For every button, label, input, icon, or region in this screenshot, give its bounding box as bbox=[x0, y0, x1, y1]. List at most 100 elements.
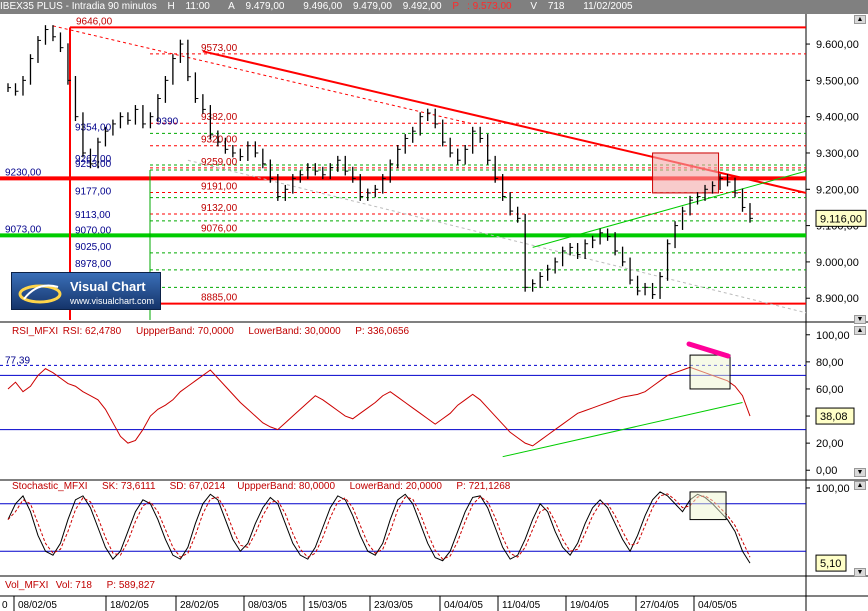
y-tick-label: 9.500,00 bbox=[816, 75, 859, 87]
y-tick-label: 9.300,00 bbox=[816, 148, 859, 160]
price-scroll-down[interactable]: ▼ bbox=[854, 315, 866, 324]
date-value: 11/02/2005 bbox=[583, 1, 633, 12]
date-label: 08/03/05 bbox=[248, 600, 287, 611]
level-label: 9070,00 bbox=[75, 225, 112, 236]
rsi-header-text: LowerBand: 30,0000 bbox=[248, 326, 341, 337]
rsi-scroll-down[interactable]: ▼ bbox=[854, 468, 866, 477]
stochastic-panel: Stochastic_MFXI SK: 73,6111 SD: 67,0214 Upp… bbox=[0, 481, 850, 572]
level-label: 9253,00 bbox=[75, 159, 112, 170]
date-label: 04/05/05 bbox=[698, 600, 737, 611]
level-label: 9267,00 bbox=[75, 154, 112, 165]
chart-background bbox=[0, 14, 868, 611]
volume-header-text: P: 589,827 bbox=[107, 580, 156, 591]
logo-url: www.visualchart.com bbox=[70, 296, 155, 306]
annotation-mark bbox=[686, 341, 731, 359]
y-tick-label: 9.600,00 bbox=[816, 39, 859, 51]
date-axis: 0 08/02/05 18/02/05 28/02/05 08/03/05 15/03/0… bbox=[2, 596, 737, 611]
rsi-header-text: RSI_MFXI bbox=[12, 326, 58, 337]
rsi-panel: RSI_MFXI RSI: 62,4780 UppperBand: 70,0000 L… bbox=[0, 326, 855, 477]
rsi-scroll-up[interactable]: ▲ bbox=[854, 326, 866, 335]
date-label: 19/04/05 bbox=[570, 600, 609, 611]
stoch-sk-line bbox=[7, 491, 751, 564]
stoch-current-value: 5,10 bbox=[820, 558, 841, 570]
stochastic-header-text: Stochastic_MFXI bbox=[12, 481, 88, 492]
stochastic-header-text: UppperBand: 80,0000 bbox=[237, 481, 335, 492]
low-value: 9.479,00 bbox=[352, 1, 392, 12]
date-label: 11/04/05 bbox=[502, 600, 541, 611]
y-tick-label: 9.000,00 bbox=[816, 257, 859, 269]
volume-value: 718 bbox=[547, 1, 565, 12]
volume-panel: Vol_MFXI Vol: 718 P: 589,827 bbox=[5, 580, 155, 591]
y-tick-label: 9.200,00 bbox=[816, 184, 859, 196]
grey-dashed-trendline bbox=[187, 159, 807, 314]
date-label: 18/02/05 bbox=[110, 600, 149, 611]
title-bar: IBEX35 PLUS - Intradia 90 minutos H 11:0… bbox=[0, 0, 868, 14]
level-label: 9259,00 bbox=[201, 157, 238, 168]
stoch-scroll-up[interactable]: ▲ bbox=[854, 481, 866, 490]
stochastic-header-text: SD: 67,0214 bbox=[170, 481, 226, 492]
stochastic-header-text: SK: 73,6111 bbox=[102, 481, 156, 492]
price-panel: 9.600,00 9.500,00 9.400,00 9.300,00 9.200,00… bbox=[0, 14, 868, 611]
rsi-current-box bbox=[815, 407, 855, 425]
y-tick-label: 60,00 bbox=[816, 384, 844, 396]
level-label: 9191,00 bbox=[201, 182, 238, 193]
level-label: 9390 bbox=[156, 116, 179, 127]
rsi-header-text: P: 336,0656 bbox=[355, 326, 409, 337]
logo-name: Visual Chart bbox=[70, 279, 146, 294]
high-value: 9.496,00 bbox=[303, 1, 343, 12]
time-value: 11:00 bbox=[185, 1, 210, 12]
rsi-marker-label: 77,39 bbox=[5, 355, 30, 366]
y-tick-label: 20,00 bbox=[816, 438, 844, 450]
y-tick-label: 9.400,00 bbox=[816, 112, 859, 124]
stochastic-header-text: P: 721,1268 bbox=[456, 481, 510, 492]
level-label: 9646,00 bbox=[76, 16, 113, 27]
volume-header-text: Vol_MFXI bbox=[5, 580, 48, 591]
level-label: 9113,00 bbox=[75, 210, 111, 221]
date-label: 15/03/05 bbox=[308, 600, 347, 611]
green-trendline bbox=[532, 170, 807, 248]
rsi-line bbox=[7, 366, 751, 447]
y-tick-label: 8.900,00 bbox=[816, 293, 859, 305]
current-value: 9.116,00 bbox=[820, 213, 862, 225]
chart-area: 9.600,00 9.500,00 9.400,00 9.300,00 9.200,00… bbox=[0, 14, 868, 611]
rsi-highlight-box bbox=[689, 354, 731, 390]
y-tick-label: 100,00 bbox=[816, 483, 850, 495]
stochastic-header-text: LowerBand: 20,0000 bbox=[350, 481, 443, 492]
visual-chart-logo: Visual Chart www.visualchart.com bbox=[11, 272, 161, 310]
close-value: 9.492,00 bbox=[402, 1, 442, 12]
logo-swoosh-icon bbox=[18, 284, 62, 304]
level-label: 9354,00 bbox=[75, 122, 112, 133]
stoch-current-box bbox=[815, 554, 847, 572]
volume-header-text: Vol: 718 bbox=[56, 580, 93, 591]
level-label: 9073,00 bbox=[5, 224, 42, 235]
level-label: 9320,00 bbox=[201, 135, 238, 146]
level-label: 9177,00 bbox=[75, 187, 112, 198]
price-scroll-up[interactable]: ▲ bbox=[854, 15, 866, 24]
date-label: 04/04/05 bbox=[444, 600, 483, 611]
rsi-header-text: UppperBand: 70,0000 bbox=[136, 326, 234, 337]
highlight-box bbox=[652, 152, 720, 194]
symbol-label: IBEX35 PLUS - Intradia 90 minutos bbox=[0, 1, 157, 12]
date-label: 23/03/05 bbox=[374, 600, 413, 611]
open-value: 9.479,00 bbox=[245, 1, 285, 12]
date-label: 27/04/05 bbox=[640, 600, 679, 611]
current-value-box bbox=[815, 209, 867, 227]
date-label: 28/02/05 bbox=[180, 600, 219, 611]
level-label: 9573,00 bbox=[201, 43, 238, 54]
stoch-scroll-down[interactable]: ▼ bbox=[854, 568, 866, 577]
stoch-highlight-box bbox=[689, 491, 727, 521]
level-label: 8885,00 bbox=[201, 293, 238, 304]
rsi-trendline bbox=[502, 402, 743, 458]
y-tick-label: 80,00 bbox=[816, 357, 844, 369]
level-label: 9132,00 bbox=[201, 203, 238, 214]
level-label: 9230,00 bbox=[5, 167, 42, 178]
rsi-header-text: RSI: 62,4780 bbox=[63, 326, 122, 337]
date-label: 08/02/05 bbox=[18, 600, 57, 611]
stoch-sd-line bbox=[7, 493, 751, 560]
y-tick-label: 0,00 bbox=[816, 465, 837, 477]
y-tick-label: 100,00 bbox=[816, 330, 850, 342]
level-label: 9076,00 bbox=[201, 223, 238, 234]
level-label: 9382,00 bbox=[201, 112, 238, 123]
level-label: 9025,00 bbox=[75, 242, 112, 253]
level-label: 8978,00 bbox=[75, 259, 112, 270]
